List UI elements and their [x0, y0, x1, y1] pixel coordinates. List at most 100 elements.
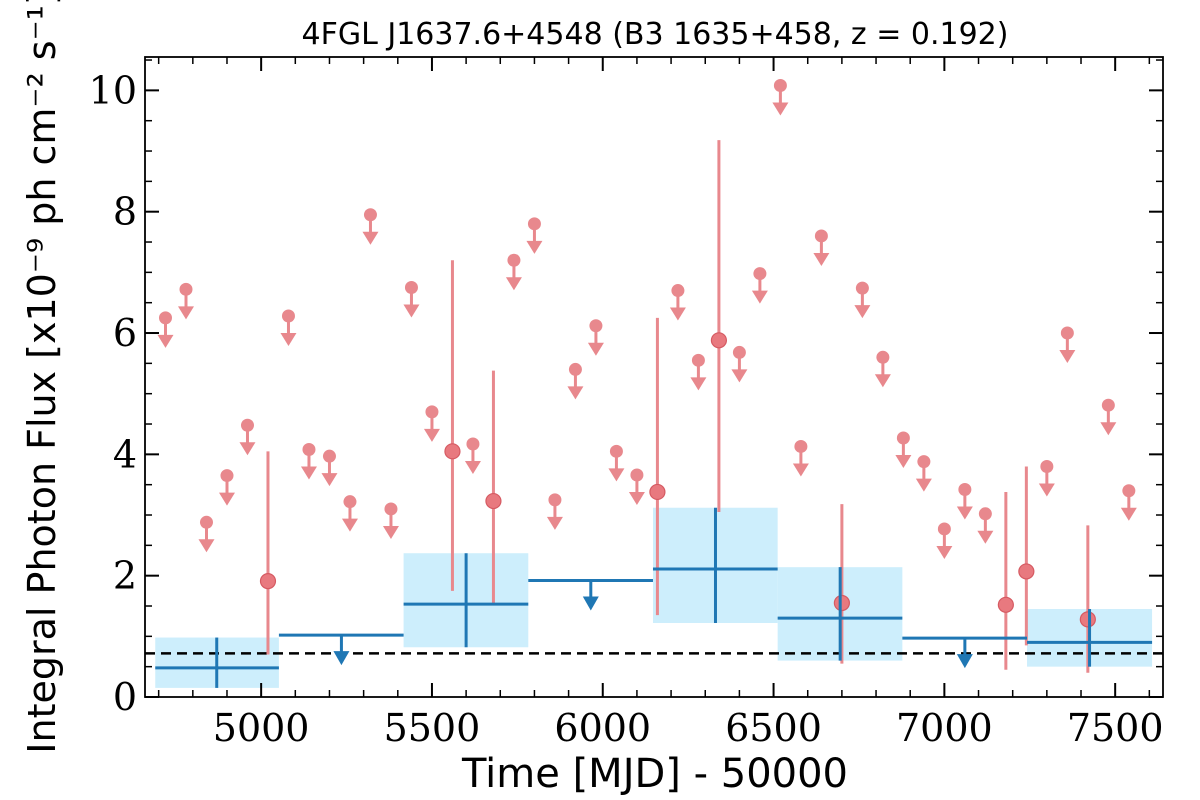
coarse-upper-limit-arrow: [333, 651, 350, 666]
fine-point: [404, 281, 418, 295]
fine-upper-limit-arrow: [895, 454, 912, 468]
fine-upper-limit-arrow: [505, 277, 522, 291]
fine-point: [958, 483, 972, 497]
fine-upper-limit-arrow: [628, 491, 645, 505]
fine-upper-limit-arrow: [669, 307, 686, 321]
fine-point: [937, 522, 951, 536]
fine-point: [1079, 611, 1096, 628]
x-tick-label: 5000: [213, 706, 310, 750]
coarse-bin-series: [155, 507, 1153, 688]
fine-upper-limit-arrow: [157, 334, 174, 348]
fine-point: [671, 284, 685, 298]
fine-point: [1101, 398, 1115, 412]
axis-ticks: 5000 5500 6000 6500 7000 7500 0 2 4 6 8 10: [89, 57, 1164, 750]
fine-point: [691, 353, 705, 367]
y-tick-label: 2: [113, 554, 137, 598]
fine-upper-limit-arrow: [1059, 350, 1076, 364]
fine-point: [1018, 563, 1035, 580]
fine-point: [384, 502, 398, 516]
fine-point: [302, 442, 316, 456]
fine-point: [589, 319, 603, 333]
fine-point: [855, 281, 869, 295]
fine-upper-limit-arrow: [587, 342, 604, 356]
x-tick-label: 6500: [725, 706, 822, 750]
fine-upper-limit-arrow: [792, 463, 809, 477]
fine-upper-limit-arrow: [362, 231, 379, 245]
fine-point: [158, 311, 172, 325]
fine-point: [710, 332, 728, 349]
fine-point: [199, 515, 213, 529]
fine-upper-limit-arrow: [382, 525, 399, 539]
fine-upper-limit-arrow: [341, 518, 358, 532]
fine-upper-limit-arrow: [239, 442, 256, 456]
fine-upper-limit-arrow: [1038, 483, 1055, 497]
fine-point: [281, 309, 295, 323]
fine-point: [485, 492, 502, 510]
fine-upper-limit-arrow: [177, 306, 194, 320]
fine-point: [1060, 326, 1074, 340]
plot-area: 5000 5500 6000 6500 7000 7500 0 2 4 6 8 10: [89, 56, 1164, 750]
fine-point: [363, 208, 377, 222]
fine-upper-limit-arrow: [915, 478, 932, 492]
fine-point: [1122, 484, 1136, 498]
chart-title: 4FGL J1637.6+4548 (B3 1635+458, z = 0.19…: [302, 17, 1009, 52]
fine-point: [548, 493, 562, 507]
fine-upper-limit-arrow: [321, 473, 338, 487]
x-tick-label: 7000: [896, 706, 993, 750]
fine-upper-limit-arrow: [546, 516, 563, 530]
x-tick-label: 7500: [1067, 706, 1164, 750]
fine-upper-limit-arrow: [854, 305, 871, 319]
y-tick-label: 6: [113, 311, 137, 355]
y-tick-label: 10: [89, 68, 137, 112]
fine-point: [527, 217, 541, 231]
fine-upper-limit-arrow: [956, 506, 973, 520]
fine-upper-limit-arrow: [1120, 507, 1137, 521]
y-tick-label: 4: [113, 432, 137, 476]
x-axis-label: Time [MJD] - 50000: [461, 751, 848, 797]
fine-upper-limit-arrow: [690, 377, 707, 391]
fine-point: [997, 596, 1014, 613]
x-tick-label: 6000: [554, 706, 651, 750]
fine-point: [444, 443, 461, 460]
x-tick-label: 5500: [384, 706, 481, 750]
fine-point: [814, 229, 828, 243]
fine-point: [753, 267, 767, 281]
fine-upper-limit-arrow: [300, 466, 317, 480]
fine-point: [322, 449, 336, 463]
fine-upper-limit-arrow: [813, 252, 830, 266]
coarse-upper-limit-arrow: [582, 596, 599, 611]
fine-point: [220, 469, 234, 483]
fine-upper-limit-arrow: [423, 428, 440, 442]
fine-point: [507, 253, 521, 267]
axes-frame: [144, 56, 1164, 698]
fine-upper-limit-arrow: [403, 304, 420, 318]
fine-upper-limit-arrow: [280, 333, 297, 347]
fine-bin-series: [157, 79, 1137, 673]
fine-upper-limit-arrow: [874, 374, 891, 388]
fine-point: [425, 405, 439, 419]
y-tick-label: 0: [113, 675, 137, 719]
fine-point: [1040, 459, 1054, 473]
fine-upper-limit-arrow: [608, 468, 625, 482]
fine-point: [649, 483, 666, 501]
fine-upper-limit-arrow: [218, 492, 235, 506]
fine-upper-limit-arrow: [1100, 422, 1117, 436]
fine-upper-limit-arrow: [526, 240, 543, 254]
fine-upper-limit-arrow: [198, 539, 215, 553]
fine-upper-limit-arrow: [731, 369, 748, 383]
fine-upper-limit-arrow: [936, 545, 953, 559]
fine-point: [833, 594, 850, 612]
fine-point: [732, 345, 746, 359]
fine-point: [876, 350, 890, 364]
fine-upper-limit-arrow: [772, 102, 789, 116]
fine-upper-limit-arrow: [751, 290, 768, 304]
fine-point: [466, 437, 480, 451]
fine-point: [978, 507, 992, 521]
fine-point: [794, 439, 808, 453]
y-axis-label: Integral Photon Flux [x10⁻⁹ ph cm⁻² s⁻¹]: [20, 0, 64, 754]
fine-point: [343, 495, 357, 509]
fine-upper-limit-arrow: [464, 461, 481, 475]
fine-point: [240, 418, 254, 432]
fine-upper-limit-arrow: [977, 530, 994, 544]
